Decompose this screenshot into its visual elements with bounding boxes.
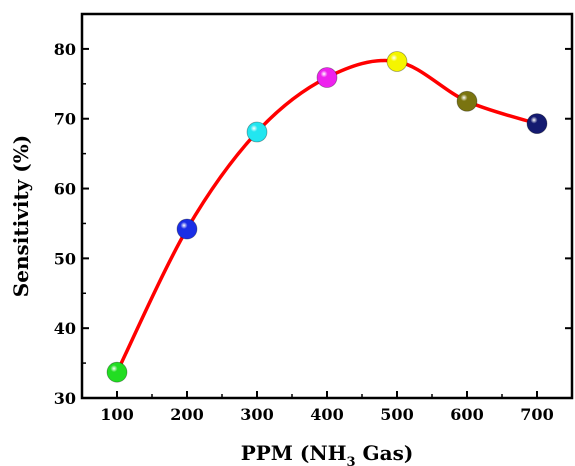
data-point bbox=[246, 121, 268, 143]
y-tick-label: 50 bbox=[54, 249, 76, 268]
x-tick-label: 400 bbox=[310, 405, 343, 424]
y-tick-label: 80 bbox=[54, 40, 76, 59]
x-tick-label: 700 bbox=[520, 405, 553, 424]
x-axis-title-end: Gas) bbox=[356, 441, 414, 465]
y-tick-label: 40 bbox=[54, 319, 76, 338]
y-tick-label: 30 bbox=[54, 389, 76, 408]
data-point bbox=[456, 90, 478, 112]
x-tick-label: 300 bbox=[240, 405, 273, 424]
y-axis-title: Sensitivity (%) bbox=[9, 135, 33, 297]
data-point bbox=[176, 218, 198, 240]
data-point bbox=[106, 361, 128, 383]
data-point bbox=[386, 51, 408, 72]
data-point bbox=[526, 113, 548, 135]
y-tick-label: 70 bbox=[54, 110, 76, 129]
x-tick-label: 600 bbox=[450, 405, 483, 424]
series-points bbox=[106, 51, 548, 383]
x-tick-label: 200 bbox=[170, 405, 203, 424]
y-tick-label: 60 bbox=[54, 180, 76, 199]
x-axis-title-main: PPM (NH bbox=[241, 441, 347, 465]
x-axis-title-subscript: 3 bbox=[347, 455, 356, 466]
x-axis-title: PPM (NH3 Gas) bbox=[241, 441, 414, 466]
y-axis-ticks: 30 40 50 60 70 80 bbox=[54, 40, 572, 408]
x-axis-ticks: 100 200 300 400 500 600 700 bbox=[100, 391, 554, 424]
data-point bbox=[316, 67, 338, 88]
x-tick-label: 500 bbox=[380, 405, 413, 424]
x-tick-label: 100 bbox=[100, 405, 133, 424]
